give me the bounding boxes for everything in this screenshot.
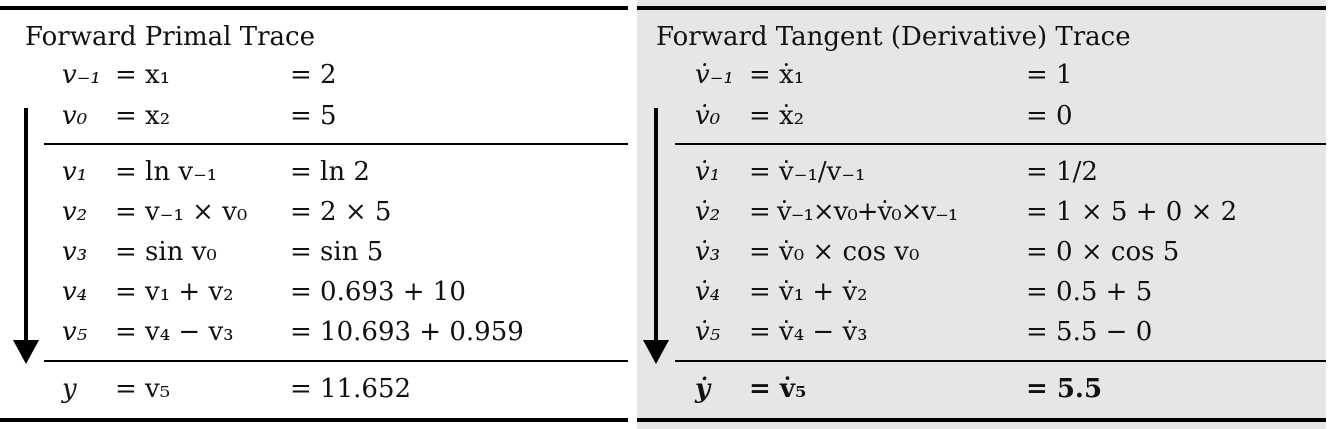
primal-body-row: v₄ = v₁ + v₂ = 0.693 + 10 [0,277,628,311]
primal-output-row: y = v₅ = 11.652 [0,374,628,408]
expr: = ẋ₂ [749,101,805,131]
value: = 5.5 [1026,374,1103,404]
lhs: v₋₁ [62,60,101,90]
expr: = v̇₅ [749,374,807,404]
top-rule [637,6,1326,10]
value: = 5.5 − 0 [1026,317,1153,347]
value: = ln 2 [290,157,370,187]
lhs: y [62,374,77,404]
lhs: v₀ [62,101,88,131]
top-rule [0,6,628,10]
value: = sin 5 [290,237,384,267]
tangent-input-row: v̇₋₁ = ẋ₁ = 1 [637,60,1326,94]
value: = 5 [290,101,337,131]
bottom-rule [0,418,628,422]
expr: = sin v₀ [115,237,217,267]
primal-input-row: v₋₁ = x₁ = 2 [0,60,628,94]
value: = 0.5 + 5 [1026,277,1153,307]
divider [675,143,1326,145]
tangent-body-row: v̇₃ = v̇₀ × cos v₀ = 0 × cos 5 [637,237,1326,271]
expr: = x₂ [115,101,171,131]
lhs: v₁ [62,157,88,187]
expr: = v₁ + v₂ [115,277,234,307]
tangent-output-row: ẏ = v̇₅ = 5.5 [637,374,1326,408]
lhs: ẏ [695,374,711,404]
expr: = v̇₋₁/v₋₁ [749,157,866,187]
tangent-body-row: v̇₂ = v̇₋₁×v₀+v̇₀×v₋₁ = 1 × 5 + 0 × 2 [637,197,1326,231]
value: = 1 × 5 + 0 × 2 [1026,197,1238,227]
lhs: v₅ [62,317,88,347]
expr: = v̇₀ × cos v₀ [749,237,920,267]
value: = 1 [1026,60,1073,90]
expr: = v̇₋₁×v₀+v̇₀×v₋₁ [749,197,958,227]
expr: = ẋ₁ [749,60,805,90]
value: = 2 [290,60,337,90]
primal-body-row: v₂ = v₋₁ × v₀ = 2 × 5 [0,197,628,231]
lhs: v₃ [62,237,88,267]
primal-body-row: v₁ = ln v₋₁ = ln 2 [0,157,628,191]
primal-body-row: v₃ = sin v₀ = sin 5 [0,237,628,271]
primal-body-row: v₅ = v₄ − v₃ = 10.693 + 0.959 [0,317,628,351]
arrowhead-icon [13,340,39,364]
tangent-title: Forward Tangent (Derivative) Trace [656,22,1131,52]
tangent-body-row: v̇₅ = v̇₄ − v̇₃ = 5.5 − 0 [637,317,1326,351]
value: = 0 [1026,101,1073,131]
lhs: v₄ [62,277,88,307]
arrow-down-icon [24,108,28,342]
value: = 11.652 [290,374,412,404]
lhs: v₂ [62,197,88,227]
lhs: v̇₁ [695,157,721,187]
expr: = v₋₁ × v₀ [115,197,248,227]
lhs: v̇₀ [695,101,721,131]
expr: = v₄ − v₃ [115,317,234,347]
lhs: v̇₄ [695,277,721,307]
expr: = v₅ [115,374,171,404]
arrowhead-icon [643,340,669,364]
primal-input-row: v₀ = x₂ = 5 [0,101,628,135]
lhs: v̇₋₁ [695,60,734,90]
expr: = x₁ [115,60,171,90]
primal-trace-panel: Forward Primal Trace v₋₁ = x₁ = 2 v₀ = x… [0,0,628,429]
primal-title: Forward Primal Trace [25,22,315,52]
tangent-body-row: v̇₁ = v̇₋₁/v₋₁ = 1/2 [637,157,1326,191]
tangent-trace-panel: Forward Tangent (Derivative) Trace v̇₋₁ … [637,0,1326,429]
value: = 1/2 [1026,157,1098,187]
expr: = ln v₋₁ [115,157,218,187]
tangent-input-row: v̇₀ = ẋ₂ = 0 [637,101,1326,135]
expr: = v̇₁ + v̇₂ [749,277,868,307]
value: = 2 × 5 [290,197,392,227]
arrow-down-icon [654,108,658,342]
divider [44,143,628,145]
lhs: v̇₅ [695,317,721,347]
value: = 10.693 + 0.959 [290,317,524,347]
value: = 0 × cos 5 [1026,237,1180,267]
bottom-rule [637,418,1326,422]
divider [675,360,1326,362]
lhs: v̇₃ [695,237,721,267]
expr: = v̇₄ − v̇₃ [749,317,868,347]
divider [44,360,628,362]
lhs: v̇₂ [695,197,721,227]
value: = 0.693 + 10 [290,277,466,307]
tangent-body-row: v̇₄ = v̇₁ + v̇₂ = 0.5 + 5 [637,277,1326,311]
